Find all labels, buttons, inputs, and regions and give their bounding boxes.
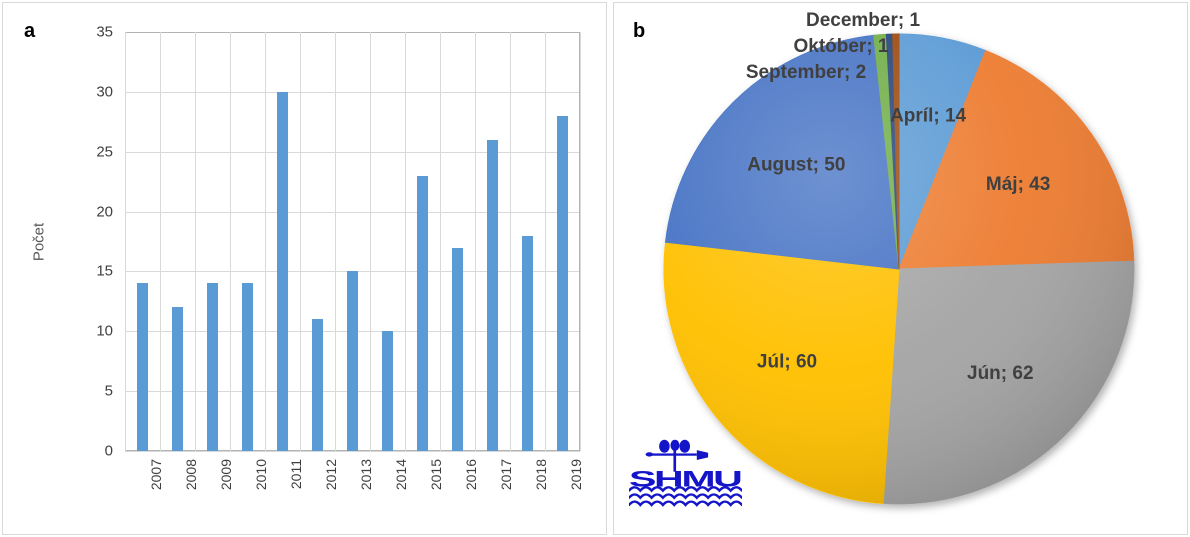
svg-text:Júl; 60: Júl; 60 xyxy=(757,351,817,372)
svg-text:Máj; 43: Máj; 43 xyxy=(986,174,1050,195)
svg-text:August; 50: August; 50 xyxy=(747,155,845,176)
svg-text:Jún; 62: Jún; 62 xyxy=(967,363,1034,384)
svg-text:Október; 1: Október; 1 xyxy=(793,36,888,57)
svg-text:December; 1: December; 1 xyxy=(806,10,920,31)
svg-text:Apríl; 14: Apríl; 14 xyxy=(890,106,966,127)
svg-text:September; 2: September; 2 xyxy=(746,62,866,83)
